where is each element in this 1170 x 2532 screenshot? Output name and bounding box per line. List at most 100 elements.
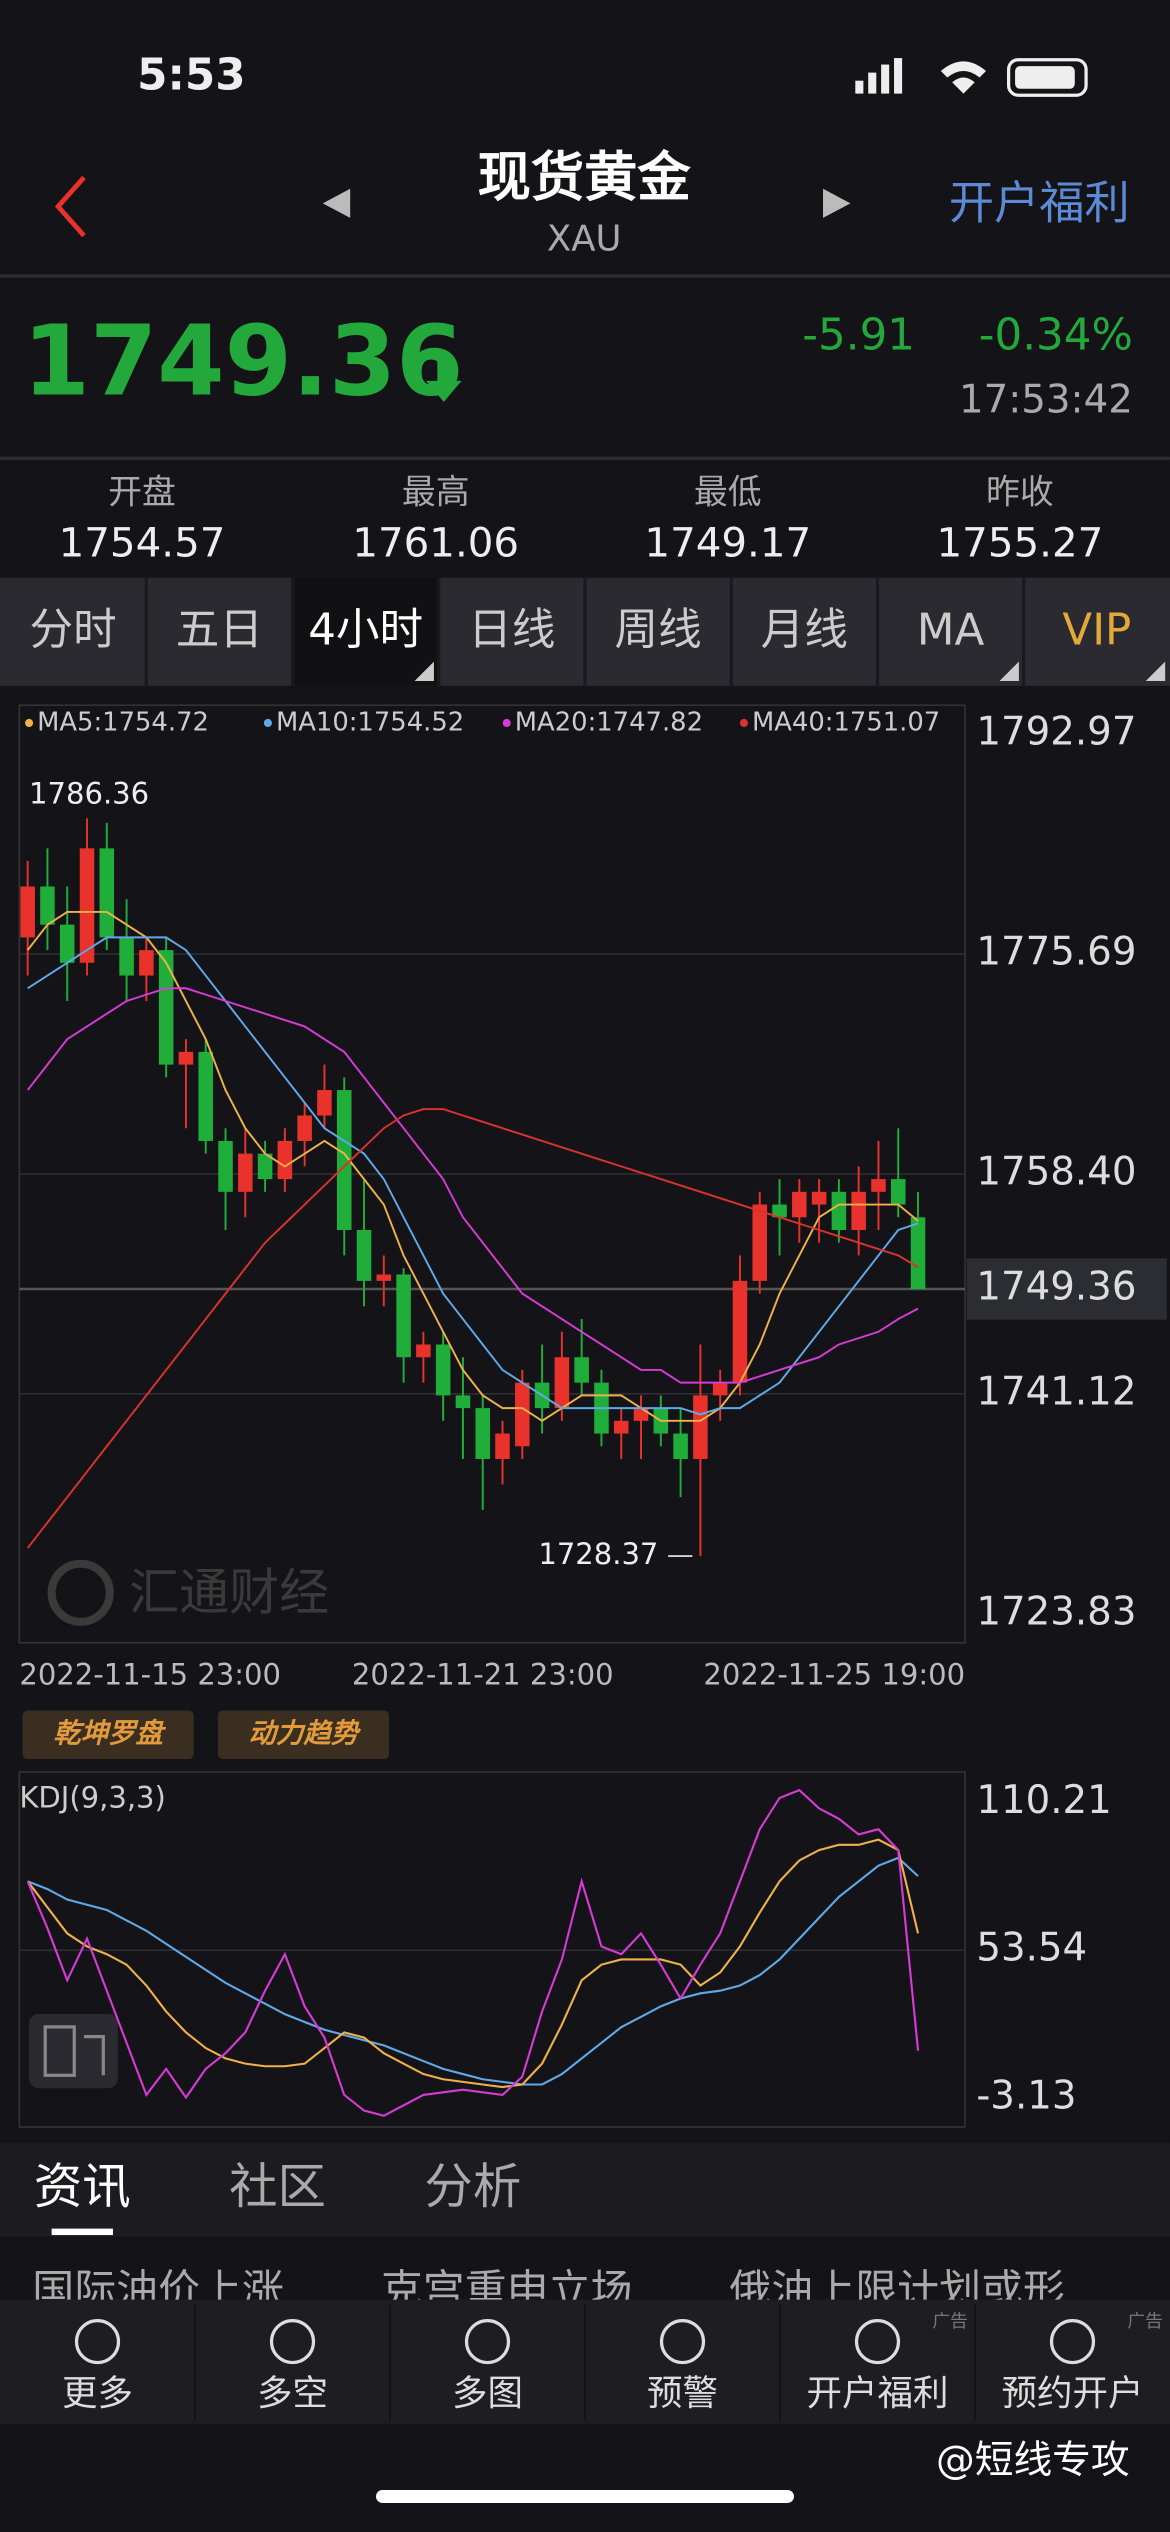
candle-body xyxy=(574,1357,589,1383)
tab[interactable]: 月线 xyxy=(761,606,848,656)
kdj-line xyxy=(26,1788,920,2117)
y-tick-label: 1758.40 xyxy=(976,1150,1136,1195)
candle-body xyxy=(693,1395,708,1459)
news-tab[interactable]: 资讯 xyxy=(34,2159,131,2215)
legend-label: MA5:1754.72 xyxy=(37,707,209,737)
title: 现货黄金 xyxy=(478,146,692,208)
candle-body xyxy=(811,1191,827,1205)
candle-body xyxy=(59,924,75,963)
change: -5.91 xyxy=(802,310,915,360)
ma-line xyxy=(26,987,919,1384)
tab[interactable]: 日线 xyxy=(468,606,555,656)
candle-body xyxy=(99,848,115,938)
candle-body xyxy=(673,1433,688,1459)
kdj-panel xyxy=(18,1771,966,2128)
kdj-title: KDJ(9,3,3) xyxy=(19,1780,165,1814)
price: 1749.36 xyxy=(23,304,464,417)
nav-label[interactable]: 预约开户 xyxy=(1001,2373,1143,2414)
legend-dot xyxy=(25,718,34,728)
tab-selected xyxy=(294,577,438,686)
ma-line xyxy=(26,910,919,1422)
tab[interactable]: 周线 xyxy=(615,606,702,656)
layout-icon[interactable] xyxy=(29,2013,118,2089)
ma-line xyxy=(26,1108,919,1549)
nav-label[interactable]: 更多 xyxy=(62,2373,133,2414)
news-tab-bar xyxy=(0,2143,1170,2237)
tab[interactable]: 分时 xyxy=(30,606,117,656)
y-tick-label: 110.21 xyxy=(976,1778,1111,1823)
stat-value: 1754.57 xyxy=(59,519,226,566)
nav-icon xyxy=(1049,2318,1096,2365)
candle-body xyxy=(218,1140,233,1192)
candle-body xyxy=(40,886,55,925)
candle-body xyxy=(851,1191,866,1230)
legend-dot xyxy=(502,718,511,728)
indicator-button[interactable] xyxy=(217,1710,389,1760)
account-link[interactable]: 开户福利 xyxy=(949,177,1130,230)
back-button[interactable] xyxy=(54,175,86,238)
candle-body xyxy=(336,1090,352,1230)
tab[interactable]: 五日 xyxy=(176,606,263,656)
nav-icon xyxy=(269,2318,316,2365)
candle-body xyxy=(772,1204,787,1218)
candle-body xyxy=(633,1408,649,1421)
tab[interactable]: MA xyxy=(917,606,985,656)
nav-label[interactable]: 开户福利 xyxy=(806,2373,948,2414)
stat-label: 最低 xyxy=(694,472,762,511)
high-label: 1786.36 xyxy=(29,777,149,811)
indicator-button[interactable] xyxy=(22,1710,194,1760)
home-area xyxy=(0,2423,1170,2532)
news-tab[interactable]: 社区 xyxy=(229,2159,326,2215)
candle-body xyxy=(396,1274,411,1358)
y-tick-label: 53.54 xyxy=(976,1926,1087,1971)
nav-label[interactable]: 多图 xyxy=(452,2373,523,2414)
candle-body xyxy=(158,950,174,1065)
y-tick-label: 1775.69 xyxy=(976,930,1136,975)
indicator-button-label[interactable]: 动力趋势 xyxy=(249,1718,362,1749)
x-tick-label: 2022-11-15 23:00 xyxy=(19,1658,281,1692)
source-watermark: @短线专攻 xyxy=(936,2438,1130,2483)
candle-body xyxy=(317,1090,332,1116)
stat-label: 最高 xyxy=(402,472,470,511)
candle-body xyxy=(435,1344,451,1396)
current-price-box xyxy=(966,1258,1167,1320)
home-indicator xyxy=(376,2490,794,2503)
legend-label: MA10:1754.52 xyxy=(276,707,464,737)
candle-body xyxy=(238,1153,253,1192)
candle-body xyxy=(79,848,95,963)
y-tick-label: 1741.12 xyxy=(976,1369,1136,1414)
x-tick-label: 2022-11-21 23:00 xyxy=(352,1658,614,1692)
nav-icon xyxy=(74,2318,121,2365)
next-button[interactable] xyxy=(823,188,851,218)
down-arrow xyxy=(426,358,462,402)
prev-button[interactable] xyxy=(322,188,351,218)
tab[interactable]: VIP xyxy=(1062,606,1131,656)
kdj-line xyxy=(27,1856,919,2086)
status-icons xyxy=(855,58,1088,97)
y-tick-label: 1749.36 xyxy=(976,1265,1136,1310)
candle-body xyxy=(890,1179,906,1205)
tab-corner xyxy=(1145,661,1166,682)
candle-body xyxy=(515,1382,530,1447)
ad-tag: 广告 xyxy=(932,2311,968,2332)
candle-body xyxy=(416,1344,431,1358)
candle-body xyxy=(752,1204,768,1281)
candle-body xyxy=(712,1382,728,1396)
candle-body xyxy=(356,1229,372,1281)
stat-label: 开盘 xyxy=(108,472,176,511)
stat-label: 昨收 xyxy=(986,472,1054,511)
subtitle: XAU xyxy=(547,218,622,259)
legend-dot xyxy=(739,718,748,728)
status-time: 5:53 xyxy=(137,50,245,100)
nav-label[interactable]: 预警 xyxy=(647,2373,718,2414)
tab[interactable]: 4小时 xyxy=(308,606,423,656)
legend-dot xyxy=(263,718,272,728)
candle-body xyxy=(178,1051,194,1065)
candle-body xyxy=(139,950,154,976)
nav-label[interactable]: 多空 xyxy=(257,2373,328,2414)
quote-time: 17:53:42 xyxy=(959,377,1133,422)
indicator-button-label[interactable]: 乾坤罗盘 xyxy=(53,1718,166,1749)
legend-label: MA40:1751.07 xyxy=(752,707,940,737)
news-tab[interactable]: 分析 xyxy=(424,2159,521,2215)
